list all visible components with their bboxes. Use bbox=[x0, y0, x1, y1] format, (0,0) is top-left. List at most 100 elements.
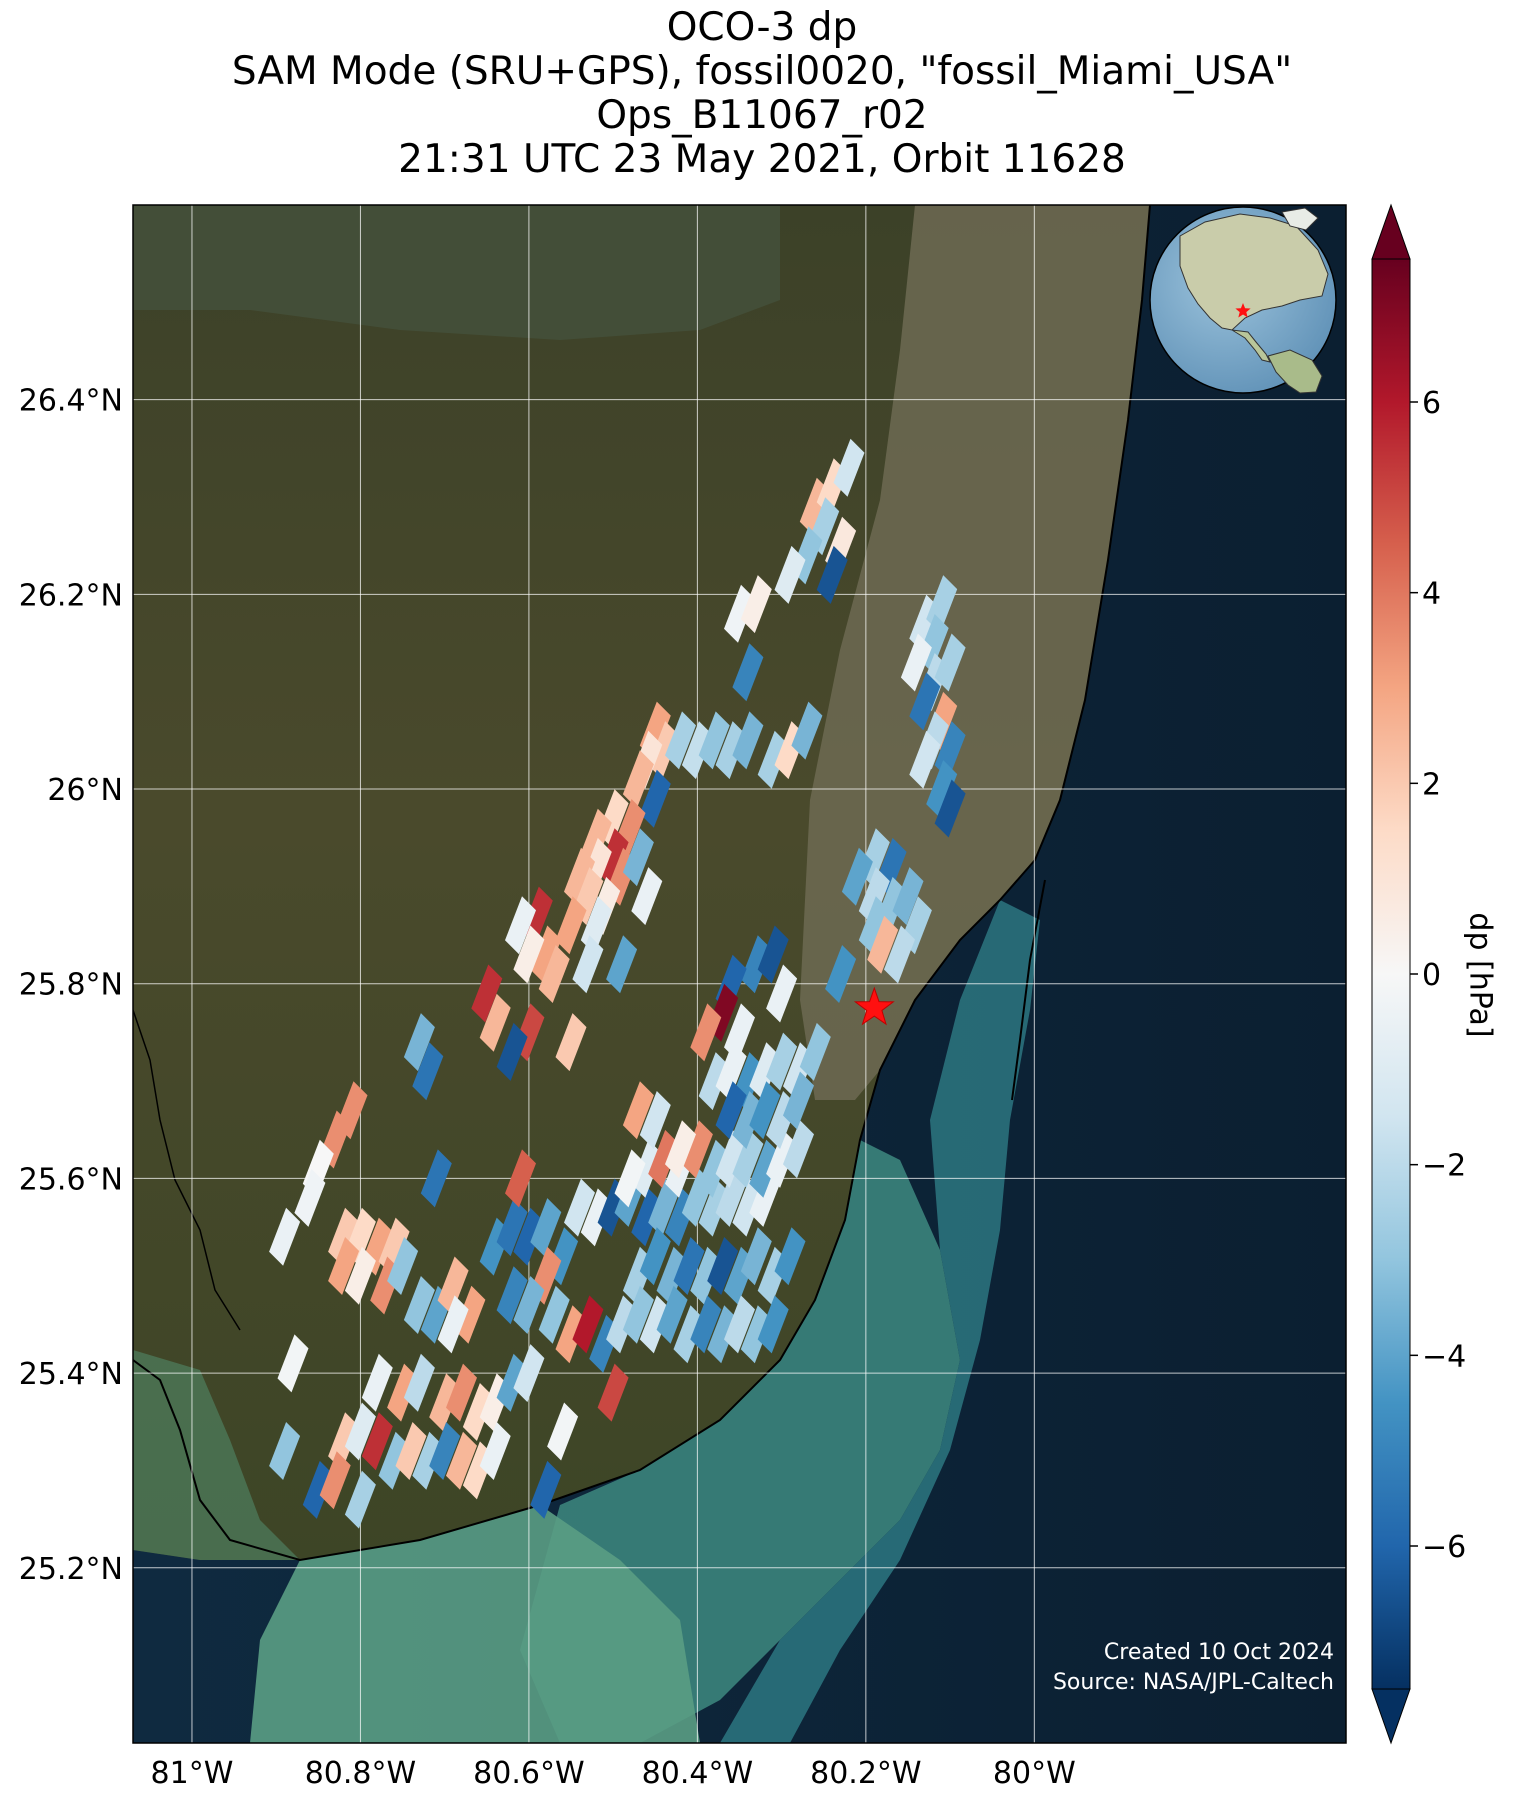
lat-tick-label: 25.8°N bbox=[19, 968, 123, 1003]
dp-sounding bbox=[294, 1168, 326, 1227]
dp-sounding bbox=[387, 1237, 419, 1295]
gulf-coast-water bbox=[133, 1350, 300, 1560]
colorbar-upper-extend bbox=[1371, 203, 1411, 260]
dp-sounding bbox=[757, 1295, 789, 1354]
dp-sounding bbox=[530, 1198, 562, 1257]
lat-tick-label: 26.4°N bbox=[19, 384, 123, 419]
dp-sounding bbox=[496, 1198, 528, 1257]
dp-sounding bbox=[715, 721, 747, 780]
dp-sounding bbox=[774, 1227, 806, 1286]
dp-sounding bbox=[513, 1276, 545, 1334]
dp-sounding bbox=[572, 1295, 604, 1354]
dp-sounding bbox=[580, 808, 612, 867]
dp-sounding bbox=[639, 769, 671, 828]
dp-sounding bbox=[538, 945, 570, 1003]
dp-sounding bbox=[302, 1460, 334, 1519]
dp-sounding bbox=[606, 935, 638, 994]
dp-sounding bbox=[749, 1042, 781, 1101]
dp-sounding bbox=[715, 1129, 747, 1188]
dp-sounding bbox=[799, 1022, 831, 1081]
dp-sounding bbox=[454, 1285, 486, 1344]
dp-sounding bbox=[740, 1305, 772, 1364]
dp-sounding bbox=[892, 867, 924, 926]
title-line-3: Ops_B11067_r02 bbox=[596, 93, 928, 138]
dp-sounding bbox=[673, 1237, 705, 1295]
colorbar-tick-label: 2 bbox=[1422, 767, 1441, 802]
dp-sounding bbox=[606, 1295, 638, 1354]
dp-sounding bbox=[622, 828, 654, 887]
dp-sounding bbox=[648, 1178, 680, 1237]
colorbar-tick-label: 6 bbox=[1422, 386, 1441, 421]
dp-sounding bbox=[564, 1178, 595, 1237]
dp-sounding bbox=[429, 1422, 461, 1480]
dp-sounding bbox=[774, 545, 806, 604]
colorbar: 6 4 2 0 −2 −4 −6 bbox=[1371, 203, 1466, 1745]
lat-tick-label: 25.4°N bbox=[19, 1357, 123, 1392]
dp-sounding bbox=[496, 1353, 528, 1412]
dp-sounding bbox=[361, 1353, 393, 1412]
dp-sounding bbox=[631, 1188, 663, 1247]
dp-sounding bbox=[622, 750, 654, 809]
dp-sounding bbox=[825, 945, 857, 1003]
dp-sounding bbox=[538, 1285, 570, 1344]
dp-sounding bbox=[462, 1383, 494, 1441]
dp-sounding bbox=[783, 1120, 814, 1179]
dp-sounding bbox=[631, 867, 663, 926]
dp-sounding bbox=[715, 1081, 747, 1140]
dp-sounding bbox=[841, 847, 873, 906]
dp-sounding bbox=[555, 896, 587, 955]
lon-tick-label: 80.4°W bbox=[642, 1756, 753, 1791]
dp-sounding bbox=[420, 1149, 452, 1208]
dp-sounding bbox=[496, 1266, 528, 1325]
dp-sounding bbox=[403, 1276, 435, 1334]
dp-sounding bbox=[681, 1120, 713, 1179]
dp-sounding bbox=[412, 1431, 444, 1490]
dp-sounding bbox=[319, 1451, 351, 1510]
dp-sounding bbox=[513, 1344, 545, 1403]
dp-sounding bbox=[344, 1470, 376, 1529]
title-line-2: SAM Mode (SRU+GPS), fossil0020, "fossil_… bbox=[231, 49, 1293, 94]
dp-sounding bbox=[328, 1237, 360, 1295]
dp-sounding bbox=[724, 584, 755, 643]
dp-sounding bbox=[361, 1412, 393, 1471]
title-line-1: OCO-3 dp bbox=[666, 5, 858, 50]
lat-tick-label: 26.2°N bbox=[19, 578, 123, 613]
dp-sounding bbox=[437, 1295, 469, 1354]
north-america-shape bbox=[1179, 213, 1329, 331]
lon-tick-label: 81°W bbox=[151, 1756, 234, 1791]
dp-sounding bbox=[344, 1402, 376, 1461]
dp-sounding bbox=[757, 730, 789, 789]
dp-sounding bbox=[505, 1149, 536, 1208]
dp-sounding bbox=[572, 935, 604, 994]
dp-sounding bbox=[277, 1334, 309, 1393]
dp-sounding bbox=[766, 964, 798, 1023]
dp-sounding bbox=[732, 1091, 764, 1149]
colorbar-tick-label: 4 bbox=[1422, 577, 1441, 612]
dp-sounding bbox=[732, 1129, 764, 1188]
dp-sounding bbox=[698, 1178, 730, 1237]
dp-sounding bbox=[665, 711, 696, 770]
dp-sounding bbox=[690, 1003, 722, 1062]
dp-sounding bbox=[555, 1013, 587, 1072]
florida-bay bbox=[250, 1505, 700, 1743]
dp-sounding bbox=[858, 896, 890, 955]
dp-sounding bbox=[639, 1091, 671, 1149]
dp-sounding bbox=[437, 1256, 469, 1315]
dp-sounding bbox=[446, 1363, 477, 1422]
dp-sounding bbox=[665, 1120, 696, 1179]
credit-source: Source: NASA/JPL-Caltech bbox=[1052, 1670, 1334, 1695]
colorbar-tick-label: −4 bbox=[1422, 1339, 1466, 1374]
dp-sounding bbox=[505, 896, 536, 955]
keys-reef bbox=[720, 900, 1040, 1743]
dp-sounding bbox=[749, 1081, 781, 1140]
dp-sounding bbox=[749, 1168, 781, 1227]
dp-sounding bbox=[884, 925, 915, 984]
map-title: OCO-3 dp SAM Mode (SRU+GPS), fossil0020,… bbox=[0, 6, 1524, 182]
map-frame bbox=[132, 204, 1347, 1744]
dp-sounding bbox=[269, 1422, 301, 1480]
dp-sounding bbox=[378, 1431, 410, 1490]
coastline bbox=[133, 205, 1151, 1562]
longitude-axis: 81°W 80.8°W 80.6°W 80.4°W 80.2°W 80°W bbox=[151, 1756, 1076, 1791]
dp-sounding bbox=[740, 1227, 772, 1286]
